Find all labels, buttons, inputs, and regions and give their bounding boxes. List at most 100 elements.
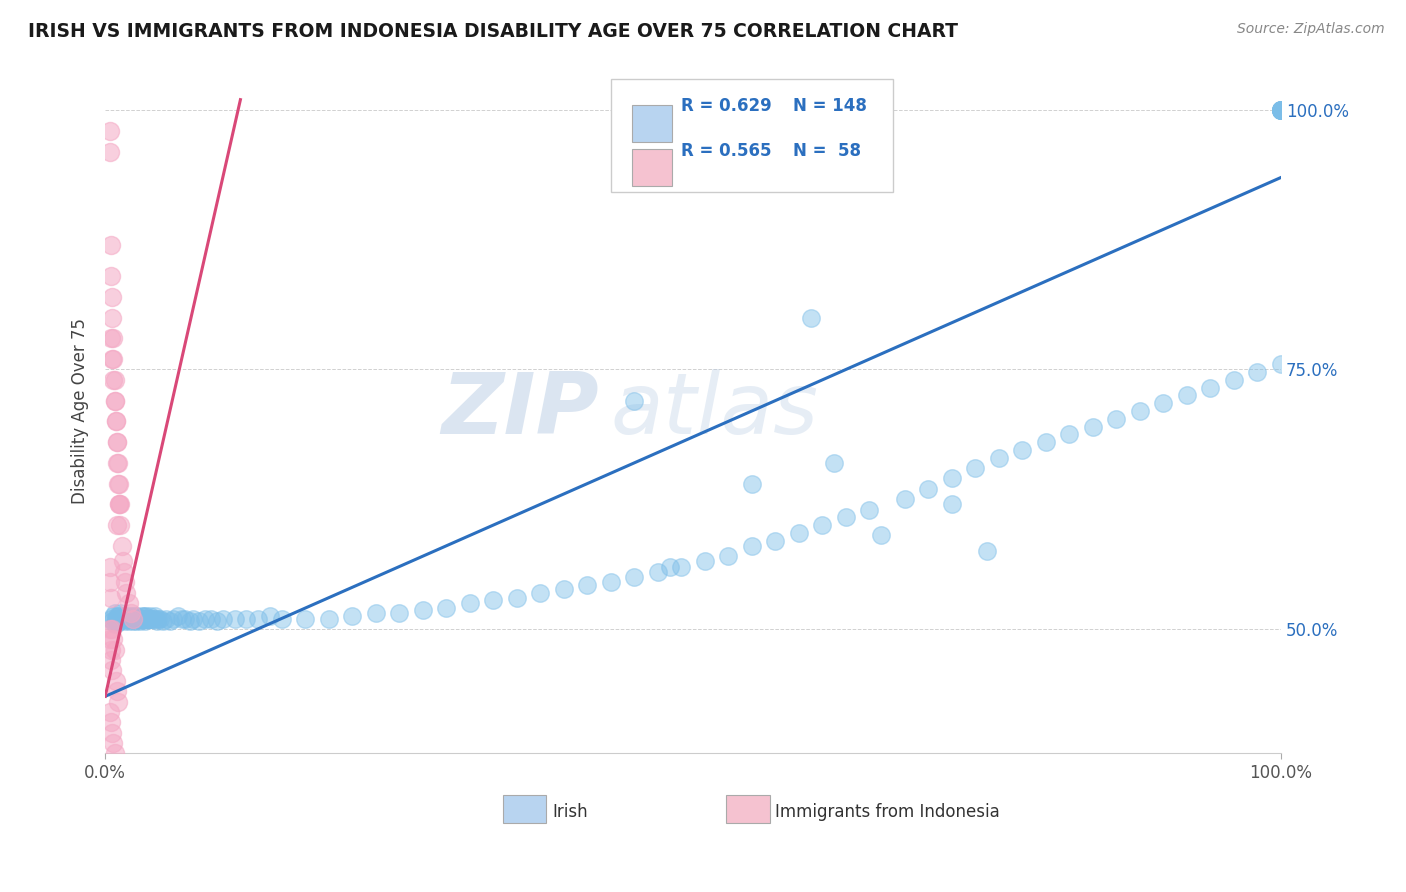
- Point: [136, 611, 159, 625]
- Point: [364, 607, 387, 621]
- Point: [167, 609, 190, 624]
- Point: [101, 290, 124, 304]
- Point: [98, 788, 121, 802]
- Point: [1270, 103, 1292, 117]
- Point: [107, 456, 129, 470]
- Point: [104, 393, 127, 408]
- Point: [134, 611, 156, 625]
- Point: [108, 476, 131, 491]
- Point: [800, 310, 823, 325]
- Point: [118, 611, 141, 625]
- Point: [103, 632, 125, 647]
- Point: [1270, 103, 1292, 117]
- Point: [107, 694, 129, 708]
- Point: [105, 609, 128, 624]
- Point: [110, 497, 132, 511]
- Point: [103, 609, 125, 624]
- Point: [104, 414, 127, 428]
- Point: [101, 622, 124, 636]
- Point: [111, 611, 134, 625]
- Point: [129, 611, 152, 625]
- Point: [107, 611, 129, 625]
- Text: ZIP: ZIP: [441, 369, 599, 452]
- Point: [136, 611, 159, 625]
- Point: [100, 611, 122, 625]
- Point: [114, 575, 136, 590]
- Point: [138, 611, 160, 625]
- Point: [104, 756, 127, 771]
- Point: [1270, 103, 1292, 117]
- Point: [965, 461, 987, 475]
- FancyBboxPatch shape: [502, 795, 546, 823]
- Point: [100, 798, 122, 813]
- Point: [98, 145, 121, 159]
- Point: [111, 539, 134, 553]
- Point: [120, 611, 142, 625]
- Point: [104, 373, 127, 387]
- Text: N =  58: N = 58: [793, 142, 860, 160]
- Point: [194, 611, 217, 625]
- Point: [110, 518, 132, 533]
- Point: [100, 715, 122, 730]
- Point: [110, 607, 132, 621]
- Point: [1270, 103, 1292, 117]
- Point: [247, 611, 270, 625]
- Point: [131, 609, 153, 624]
- Point: [122, 614, 145, 628]
- Point: [141, 611, 163, 625]
- Point: [132, 611, 155, 625]
- Point: [115, 585, 138, 599]
- Point: [111, 611, 134, 625]
- Point: [104, 614, 127, 628]
- Point: [1270, 103, 1292, 117]
- Point: [259, 609, 281, 624]
- Point: [811, 518, 834, 533]
- Point: [122, 611, 145, 625]
- Text: Immigrants from Indonesia: Immigrants from Indonesia: [775, 803, 1000, 821]
- Point: [145, 611, 167, 625]
- Point: [142, 611, 165, 625]
- Point: [101, 664, 124, 678]
- Point: [111, 611, 134, 625]
- Point: [149, 611, 172, 625]
- Point: [823, 456, 845, 470]
- Point: [412, 603, 434, 617]
- Point: [139, 611, 162, 625]
- Point: [101, 310, 124, 325]
- Point: [131, 611, 153, 625]
- Point: [104, 747, 127, 761]
- Point: [112, 609, 135, 624]
- Point: [1129, 404, 1152, 418]
- Point: [318, 611, 340, 625]
- Point: [100, 238, 122, 252]
- Point: [127, 611, 149, 625]
- Point: [108, 609, 131, 624]
- Point: [108, 611, 131, 625]
- Point: [98, 632, 121, 647]
- Text: atlas: atlas: [610, 369, 818, 452]
- Point: [104, 642, 127, 657]
- Point: [104, 611, 127, 625]
- Point: [118, 614, 141, 628]
- Point: [107, 476, 129, 491]
- Point: [112, 611, 135, 625]
- FancyBboxPatch shape: [631, 105, 672, 142]
- Point: [134, 614, 156, 628]
- Point: [162, 611, 184, 625]
- Point: [835, 509, 858, 524]
- Point: [105, 456, 128, 470]
- Point: [763, 533, 786, 548]
- Point: [98, 622, 121, 636]
- Point: [200, 611, 222, 625]
- Point: [174, 611, 197, 625]
- Point: [105, 684, 128, 698]
- Point: [104, 393, 127, 408]
- Point: [125, 611, 148, 625]
- Point: [976, 544, 998, 558]
- Point: [529, 585, 551, 599]
- Text: IRISH VS IMMIGRANTS FROM INDONESIA DISABILITY AGE OVER 75 CORRELATION CHART: IRISH VS IMMIGRANTS FROM INDONESIA DISAB…: [28, 22, 957, 41]
- Point: [1270, 357, 1292, 371]
- Point: [127, 611, 149, 625]
- Point: [101, 614, 124, 628]
- Point: [101, 725, 124, 739]
